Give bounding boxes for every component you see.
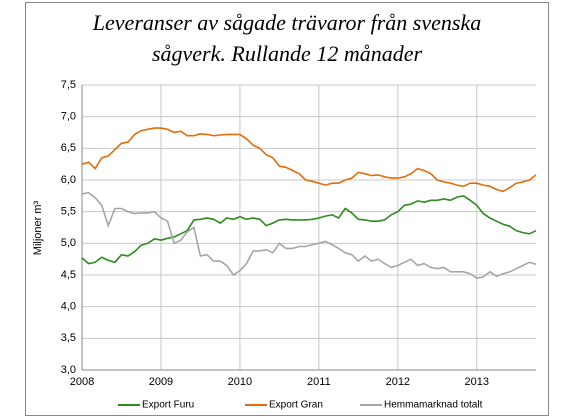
y-tick-label: 4,5 xyxy=(61,269,76,281)
y-tick-label: 3,0 xyxy=(61,364,76,376)
y-tick-label: 7,0 xyxy=(61,111,76,123)
line-series xyxy=(81,194,537,265)
x-tick-label: 2009 xyxy=(149,376,173,388)
line-series xyxy=(81,191,537,280)
y-tick-label: 6,5 xyxy=(61,142,76,154)
legend-label: Export Gran xyxy=(269,400,323,411)
y-axis-label: Miljoner m³ xyxy=(32,200,44,255)
chart-border xyxy=(25,2,549,416)
x-tick-label: 2011 xyxy=(307,376,331,388)
y-tick-label: 5,0 xyxy=(61,237,76,249)
chart-title: sågverk. Rullande 12 månader xyxy=(152,41,422,66)
y-tick-label: 6,0 xyxy=(61,174,76,186)
y-tick-label: 4,0 xyxy=(61,301,76,313)
legend-label: Export Furu xyxy=(142,400,194,411)
legend-label: Hemmamarknad totalt xyxy=(384,400,483,411)
x-tick-label: 2008 xyxy=(70,376,94,388)
x-tick-label: 2010 xyxy=(228,376,252,388)
x-tick-label: 2013 xyxy=(465,376,489,388)
y-tick-label: 3,5 xyxy=(61,332,76,344)
y-tick-label: 5,5 xyxy=(61,206,76,218)
x-tick-label: 2012 xyxy=(386,376,410,388)
chart-title: Leveranser av sågade trävaror från svens… xyxy=(92,10,481,35)
line-series xyxy=(81,127,537,193)
y-tick-label: 7,5 xyxy=(61,79,76,91)
